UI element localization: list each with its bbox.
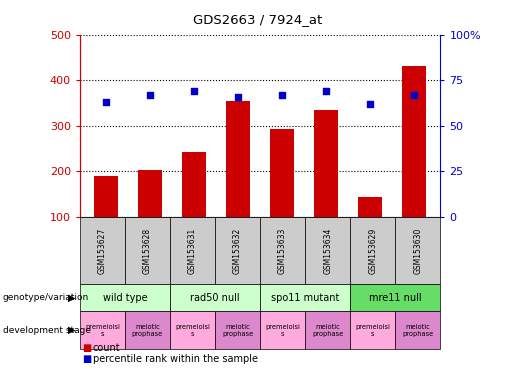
Text: ▶: ▶	[68, 293, 76, 303]
Text: GSM153630: GSM153630	[414, 227, 422, 274]
Text: ■: ■	[82, 343, 92, 353]
Point	[278, 92, 286, 98]
Text: meiotic
prophase: meiotic prophase	[402, 324, 434, 337]
Text: meiotic
prophase: meiotic prophase	[132, 324, 163, 337]
Text: GSM153631: GSM153631	[188, 227, 197, 274]
Bar	[402, 66, 426, 263]
Text: GSM153629: GSM153629	[368, 227, 377, 274]
Text: GDS2663 / 7924_at: GDS2663 / 7924_at	[193, 13, 322, 26]
Point	[322, 88, 330, 94]
Text: percentile rank within the sample: percentile rank within the sample	[93, 354, 258, 364]
Text: GSM153627: GSM153627	[98, 227, 107, 274]
Text: rad50 null: rad50 null	[190, 293, 240, 303]
Bar	[182, 152, 206, 263]
Point	[410, 92, 418, 98]
Text: premeioisi
s: premeioisi s	[355, 324, 390, 337]
Text: development stage: development stage	[3, 326, 91, 335]
Bar	[270, 129, 294, 263]
Text: GSM153634: GSM153634	[323, 227, 332, 274]
Text: GSM153632: GSM153632	[233, 227, 242, 274]
Text: wild type: wild type	[102, 293, 147, 303]
Text: spo11 mutant: spo11 mutant	[271, 293, 339, 303]
Point	[102, 99, 110, 105]
Bar	[138, 170, 162, 263]
Text: premeioisi
s: premeioisi s	[85, 324, 120, 337]
Bar	[358, 197, 382, 263]
Text: mre11 null: mre11 null	[369, 293, 422, 303]
Bar	[226, 101, 250, 263]
Point	[234, 94, 242, 100]
Text: GSM153633: GSM153633	[278, 227, 287, 274]
Text: ■: ■	[82, 354, 92, 364]
Text: ▶: ▶	[68, 325, 76, 335]
Text: premeioisi
s: premeioisi s	[265, 324, 300, 337]
Text: count: count	[93, 343, 121, 353]
Text: GSM153628: GSM153628	[143, 227, 152, 274]
Text: meiotic
prophase: meiotic prophase	[312, 324, 344, 337]
Point	[146, 92, 154, 98]
Bar	[94, 176, 118, 263]
Text: genotype/variation: genotype/variation	[3, 293, 89, 302]
Point	[366, 101, 374, 107]
Text: meiotic
prophase: meiotic prophase	[222, 324, 253, 337]
Point	[190, 88, 198, 94]
Bar	[314, 110, 338, 263]
Text: premeioisi
s: premeioisi s	[175, 324, 210, 337]
